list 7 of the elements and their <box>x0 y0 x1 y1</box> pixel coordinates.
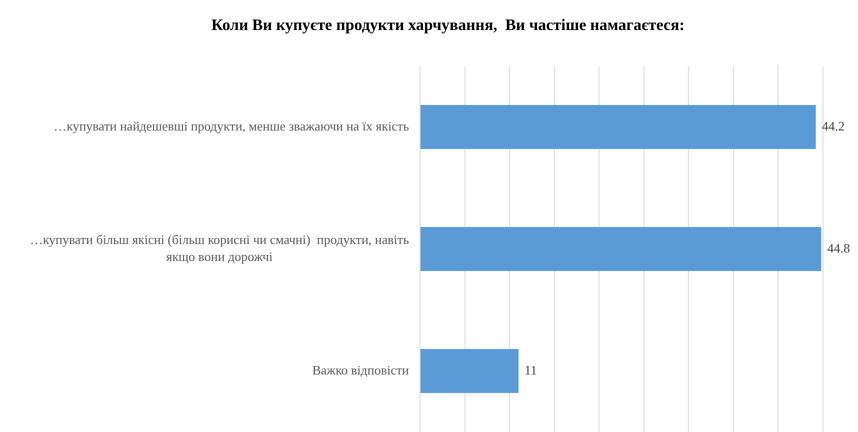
y-tick-label: Важко відповісти <box>312 362 410 378</box>
data-label: 44.2 <box>822 118 845 134</box>
y-tick-label: …купувати найдешевші продукти, менше зважаючи на їх якість <box>54 118 410 134</box>
y-tick-label: …купувати більш якісні (більш корисні чи смачні) продукти, навіть якщо вони дорожчі <box>30 232 410 264</box>
data-label: 44.8 <box>827 240 850 256</box>
data-label: 11 <box>524 362 538 378</box>
chart-title: Коли Ви купуєте продукти харчування, Ви частіше намагаєтеся: <box>211 17 685 34</box>
